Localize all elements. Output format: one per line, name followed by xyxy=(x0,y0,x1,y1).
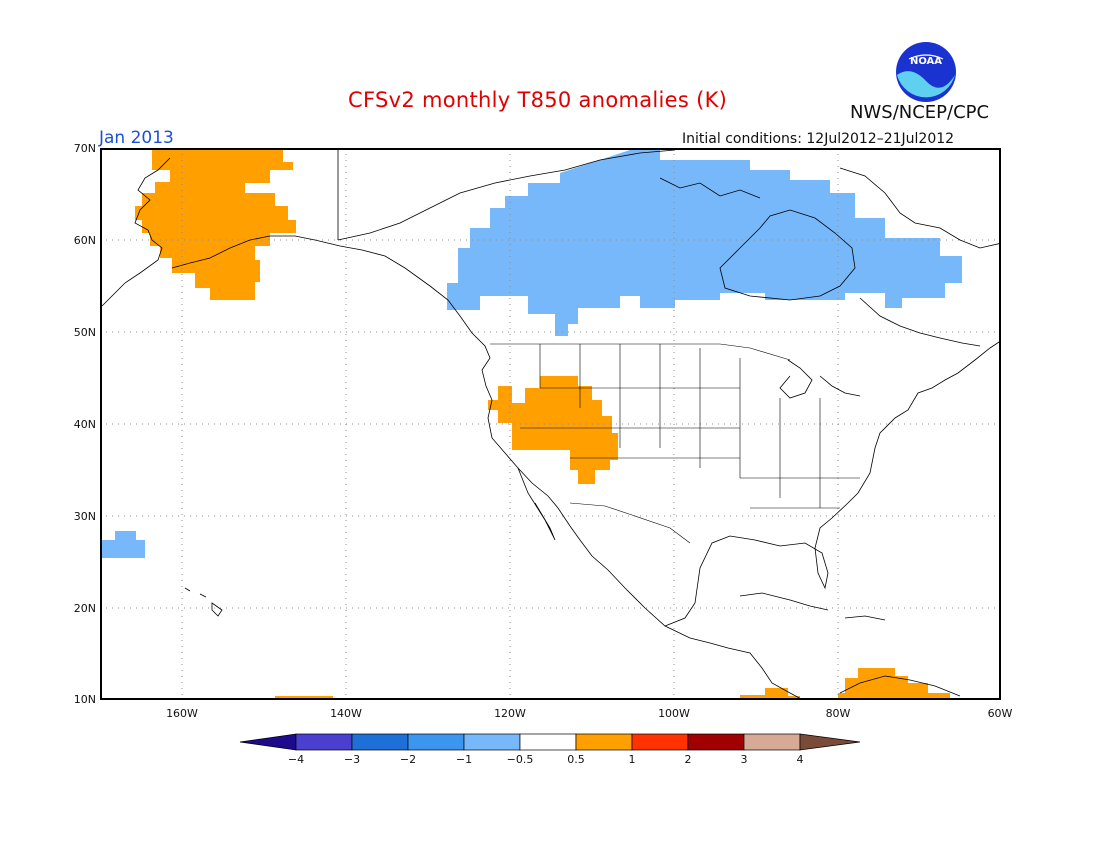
lat-label-30n: 30N xyxy=(73,510,96,523)
lat-label-20n: 20N xyxy=(73,602,96,615)
map-frame xyxy=(100,148,1001,700)
colorbar-low-arrow xyxy=(239,733,297,751)
colorbar-label: −1 xyxy=(455,753,473,766)
lon-label-120w: 120W xyxy=(494,707,526,720)
colorbar-segment xyxy=(631,733,689,751)
lon-label-140w: 140W xyxy=(330,707,362,720)
agency-label: NWS/NCEP/CPC xyxy=(850,102,990,123)
lat-label-50n: 50N xyxy=(73,326,96,339)
colorbar-label: 0.5 xyxy=(567,753,585,766)
forecast-month: Jan 2013 xyxy=(99,128,174,148)
colorbar-high-arrow xyxy=(799,733,861,751)
political-borders xyxy=(490,343,860,544)
lon-label-80w: 80W xyxy=(825,707,851,720)
colorbar-segment xyxy=(575,733,633,751)
colorbar-label: 1 xyxy=(628,753,636,766)
initial-conditions: Initial conditions: 12Jul2012–21Jul2012 xyxy=(682,131,955,147)
noaa-logo-icon: NOAA xyxy=(895,41,957,103)
anomaly-fill-subtropical-pacific xyxy=(101,531,145,558)
colorbar-label: 4 xyxy=(796,753,804,766)
anomaly-fill-central-america xyxy=(740,688,800,699)
colorbar-segment xyxy=(519,733,577,751)
colorbar xyxy=(239,733,861,751)
anomaly-fill-southwest-us xyxy=(488,376,618,484)
lat-label-60n: 60N xyxy=(73,234,96,247)
colorbar-label: −0.5 xyxy=(506,753,534,766)
colorbar-label: −2 xyxy=(399,753,417,766)
coastlines xyxy=(101,149,1000,699)
lon-label-60w: 60W xyxy=(987,707,1013,720)
colorbar-label: 3 xyxy=(740,753,748,766)
page-title: CFSv2 monthly T850 anomalies (K) xyxy=(348,88,728,112)
lat-label-40n: 40N xyxy=(73,418,96,431)
colorbar-segment xyxy=(351,733,409,751)
lat-label-10n: 10N xyxy=(73,693,96,706)
colorbar-label: −3 xyxy=(343,753,361,766)
lon-label-160w: 160W xyxy=(166,707,198,720)
anomaly-fill-pacific-south-edge xyxy=(275,696,333,699)
colorbar-segment xyxy=(687,733,745,751)
lat-label-70n: 70N xyxy=(73,142,96,155)
colorbar-segment xyxy=(295,733,353,751)
anomaly-map xyxy=(100,148,1001,700)
anomaly-fill-alaska xyxy=(135,150,296,300)
colorbar-segment xyxy=(463,733,521,751)
colorbar-segment xyxy=(407,733,465,751)
colorbar-label: 2 xyxy=(684,753,692,766)
lon-label-100w: 100W xyxy=(658,707,690,720)
logo-text: NOAA xyxy=(910,56,942,67)
anomaly-fill-south-america xyxy=(838,668,950,699)
colorbar-segment xyxy=(743,733,801,751)
colorbar-label: −4 xyxy=(287,753,305,766)
